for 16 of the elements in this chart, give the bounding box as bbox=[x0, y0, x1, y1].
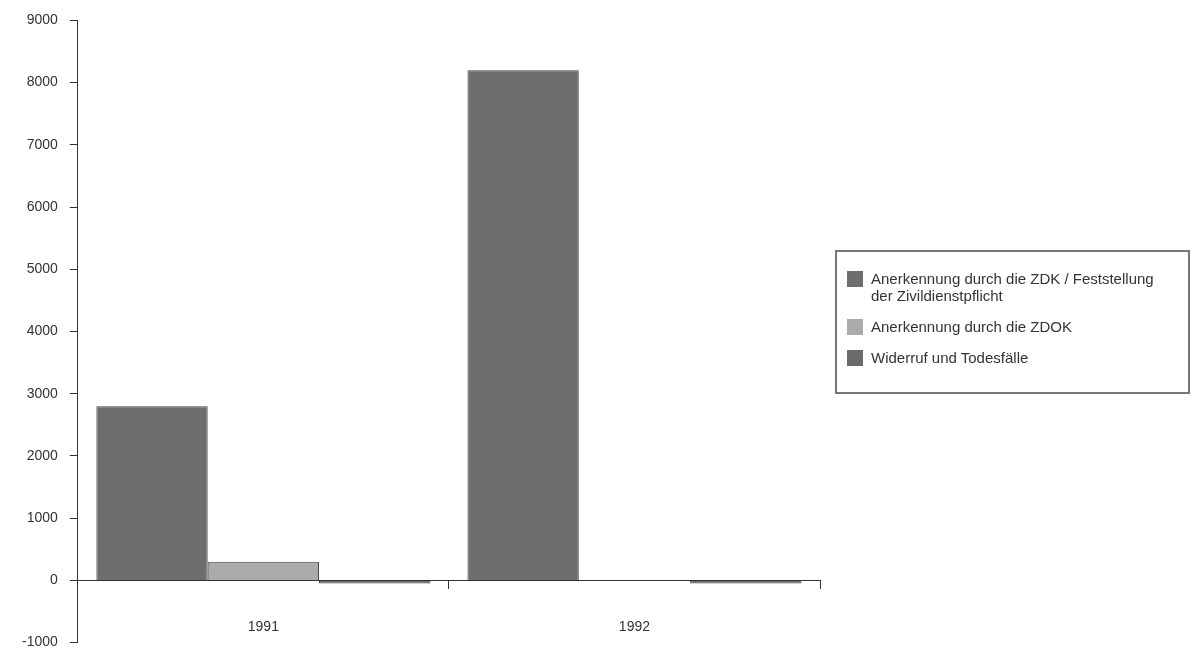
y-tick-label: 2000 bbox=[26, 446, 59, 463]
y-tick-label: 0 bbox=[50, 571, 59, 588]
x-tick-label: 1992 bbox=[618, 617, 651, 634]
y-tick-label: 4000 bbox=[26, 322, 59, 339]
y-tick-label: 8000 bbox=[26, 73, 59, 90]
y-tick-label: 9000 bbox=[26, 11, 59, 28]
y-tick-label: 6000 bbox=[26, 197, 59, 214]
y-tick-label: 1000 bbox=[26, 509, 59, 526]
legend-label: Anerkennung durch die ZDK / Feststellung der Zivildienstpflicht bbox=[871, 270, 1155, 304]
y-tick-label: 5000 bbox=[26, 260, 59, 277]
x-tick-label: 1991 bbox=[247, 617, 280, 634]
y-tick-label: 7000 bbox=[26, 135, 59, 152]
y-tick-label: -1000 bbox=[21, 633, 59, 650]
legend-label: Widerruf und Todesfälle bbox=[871, 349, 1029, 366]
y-tick-label: 3000 bbox=[26, 384, 59, 401]
legend-label: Anerkennung durch die ZDOK bbox=[871, 318, 1072, 335]
